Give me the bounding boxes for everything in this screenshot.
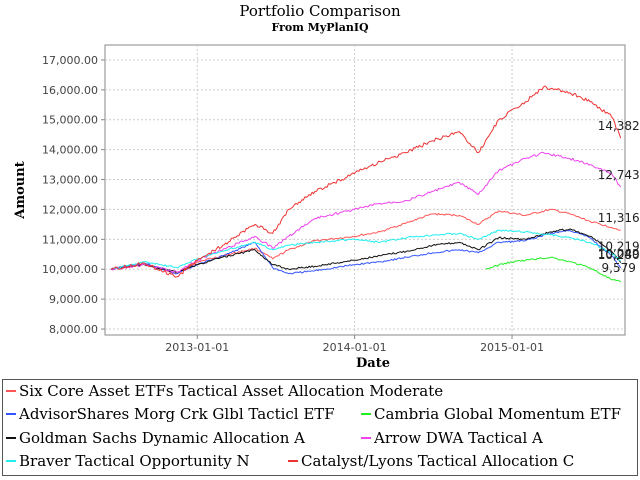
legend-label: Catalyst/Lyons Tactical Allocation C: [301, 452, 575, 470]
legend-item: AdvisorShares Morg Crk Glbl Tacticl ETF: [6, 405, 335, 423]
series-line: [110, 85, 622, 278]
chart-title: Portfolio Comparison: [239, 2, 401, 20]
series-line: [110, 151, 622, 273]
y-tick-label: 10,000.00: [42, 263, 98, 276]
y-tick-label: 15,000.00: [42, 114, 98, 127]
series-line: [110, 229, 622, 275]
plot-area: [104, 44, 626, 336]
legend-label: Cambria Global Momentum ETF: [374, 405, 622, 423]
y-tick-label: 12,000.00: [42, 203, 98, 216]
end-value-label: 9,579: [602, 261, 636, 275]
series-line: [485, 256, 621, 283]
legend-label: Goldman Sachs Dynamic Allocation A: [19, 429, 305, 447]
legend-label: Arrow DWA Tactical A: [374, 429, 543, 447]
legend-swatch: [6, 390, 16, 392]
legend-swatch: [361, 413, 371, 415]
legend: Six Core Asset ETFs Tactical Asset Alloc…: [2, 379, 638, 476]
y-tick-label: 8,000.00: [49, 323, 98, 336]
y-tick-label: 17,000.00: [42, 54, 98, 67]
x-tick-label: 2013-01-01: [165, 341, 229, 354]
end-value-label: 10,280: [598, 248, 640, 262]
legend-swatch: [6, 460, 16, 462]
end-value-label: 14,382: [598, 119, 640, 133]
end-value-label: 10,049: [598, 247, 640, 261]
x-axis-label: Date: [356, 356, 390, 371]
legend-item: Braver Tactical Opportunity N: [6, 452, 250, 470]
x-tick-label: 2015-01-01: [480, 341, 544, 354]
legend-item: Arrow DWA Tactical A: [361, 429, 543, 447]
legend-swatch: [288, 460, 298, 462]
end-value-label: 11,316: [598, 211, 640, 225]
legend-item: Goldman Sachs Dynamic Allocation A: [6, 429, 305, 447]
y-axis-label: Amount: [13, 161, 28, 219]
legend-swatch: [6, 413, 16, 415]
y-tick-label: 11,000.00: [42, 233, 98, 246]
chart-subtitle: From MyPlanIQ: [271, 21, 369, 34]
x-axis: 2013-01-01 2014-01-01 2015-01-01: [165, 335, 544, 354]
legend-item: Cambria Global Momentum ETF: [361, 405, 621, 423]
series-group: [110, 85, 622, 283]
series-line: [110, 229, 621, 270]
legend-item: Six Core Asset ETFs Tactical Asset Alloc…: [6, 382, 443, 400]
legend-item: Catalyst/Lyons Tactical Allocation C: [288, 452, 574, 470]
legend-label: Braver Tactical Opportunity N: [19, 452, 250, 470]
grid-lines: [105, 45, 625, 335]
y-axis: 8,000.00 9,000.00 10,000.00 11,000.00 12,000…: [42, 54, 105, 336]
series-line: [111, 228, 622, 273]
y-tick-label: 16,000.00: [42, 84, 98, 97]
legend-label: AdvisorShares Morg Crk Glbl Tacticl ETF: [19, 405, 335, 423]
y-tick-label: 9,000.00: [49, 293, 98, 306]
y-tick-label: 13,000.00: [42, 174, 98, 187]
series-line: [110, 208, 621, 275]
end-value-label: 10,219: [598, 240, 640, 254]
end-value-label: 12,743: [598, 168, 640, 182]
legend-swatch: [6, 437, 16, 439]
x-tick-label: 2014-01-01: [323, 341, 387, 354]
y-tick-label: 14,000.00: [42, 144, 98, 157]
legend-label: Six Core Asset ETFs Tactical Asset Alloc…: [19, 382, 444, 400]
line-chart: 8,000.00 9,000.00 10,000.00 11,000.00 12,000…: [13, 44, 640, 371]
legend-swatch: [361, 437, 371, 439]
